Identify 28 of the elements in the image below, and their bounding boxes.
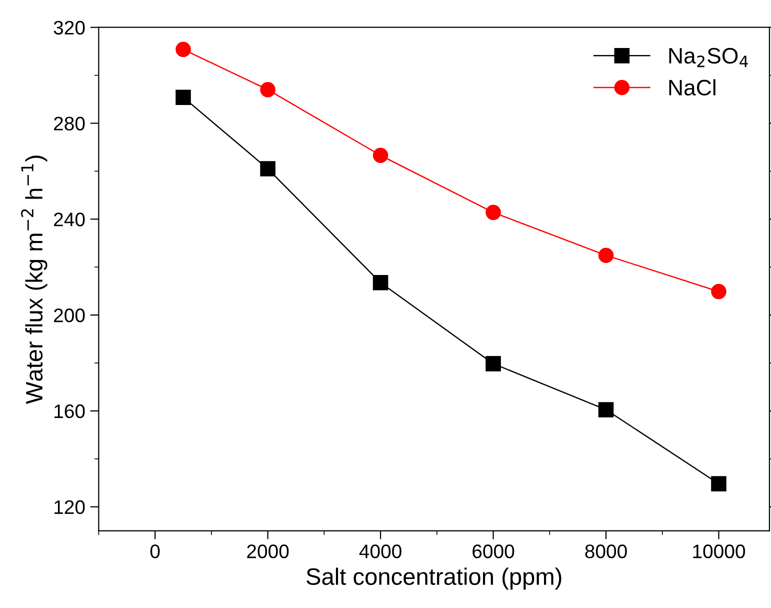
- point: [486, 204, 501, 220]
- legend-label: NaCl: [669, 79, 716, 96]
- x-tick-label: 0: [150, 544, 160, 558]
- x-tick-label: 2000: [247, 544, 289, 558]
- point: [711, 284, 726, 300]
- point: [598, 248, 614, 263]
- point: [486, 356, 501, 372]
- point: [176, 90, 191, 105]
- x-tick-label: 8000: [585, 544, 627, 558]
- point: [260, 82, 276, 98]
- point: [260, 161, 276, 176]
- y-axis-title: Water flux (kg m$^{−2}$ h$^{−1}$): [21, 156, 48, 404]
- x-axis-title: Salt concentration (ppm): [306, 568, 562, 590]
- y-tick-label: 320: [54, 20, 85, 35]
- x-tick-label: 10000: [693, 544, 746, 558]
- point: [372, 148, 388, 164]
- point: [176, 42, 191, 58]
- x-tick-label: 6000: [472, 544, 514, 558]
- y-tick-label: 120: [54, 500, 85, 514]
- point: [372, 275, 388, 290]
- y-tick-label: 280: [54, 116, 85, 130]
- point: [711, 476, 726, 492]
- x-tick-label: 4000: [359, 544, 402, 558]
- y-tick-label: 160: [54, 404, 85, 418]
- point: [598, 402, 614, 418]
- legend-label: Na$_{2}$SO$_{4}$: [669, 48, 748, 68]
- y-tick-label: 200: [54, 308, 85, 322]
- y-tick-label: 240: [54, 212, 85, 226]
